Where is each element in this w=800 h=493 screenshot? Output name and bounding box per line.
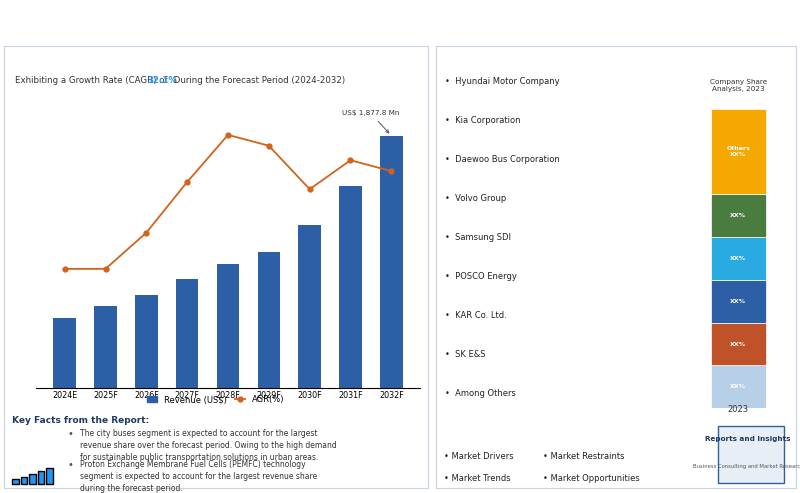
Text: Company Share
Analysis, 2023: Company Share Analysis, 2023 xyxy=(710,79,767,92)
Text: •  Samsung SDI: • Samsung SDI xyxy=(445,233,511,242)
Text: • Market Opportunities: • Market Opportunities xyxy=(543,474,640,483)
Text: Key Facts from the Report:: Key Facts from the Report: xyxy=(13,416,150,425)
Text: XX%: XX% xyxy=(730,342,746,347)
FancyBboxPatch shape xyxy=(30,474,36,484)
Text: • Market Restraints: • Market Restraints xyxy=(543,452,625,460)
Text: MARKET REVENUE FORECAST & GROWTH RATE 2024-2032: MARKET REVENUE FORECAST & GROWTH RATE 20… xyxy=(57,53,375,63)
Bar xyxy=(135,295,158,388)
Text: Reports and Insights: Reports and Insights xyxy=(706,436,790,442)
Text: •  Kia Corporation: • Kia Corporation xyxy=(445,116,521,125)
Bar xyxy=(710,323,766,365)
Text: During the Forecast Period (2024-2032): During the Forecast Period (2024-2032) xyxy=(170,76,345,85)
FancyBboxPatch shape xyxy=(13,480,19,484)
Text: XX%: XX% xyxy=(730,213,746,218)
Bar xyxy=(339,186,362,388)
Text: SOUTH KOREA HYDROGEN BUSES MARKET ANALYSIS: SOUTH KOREA HYDROGEN BUSES MARKET ANALYS… xyxy=(10,13,483,29)
Legend: Revenue (US$), AGR(%): Revenue (US$), AGR(%) xyxy=(144,392,288,408)
Bar xyxy=(94,307,117,388)
Bar xyxy=(710,280,766,323)
Bar xyxy=(710,365,766,408)
Bar xyxy=(380,136,402,388)
Text: •  Among Others: • Among Others xyxy=(445,388,516,398)
Text: •  SK E&S: • SK E&S xyxy=(445,350,486,359)
Text: Exhibiting a Growth Rate (CAGR) of: Exhibiting a Growth Rate (CAGR) of xyxy=(14,76,170,85)
Bar xyxy=(710,237,766,280)
Text: XX%: XX% xyxy=(730,299,746,304)
Text: Others
XX%: Others XX% xyxy=(726,146,750,157)
Text: US$ 1,877.8 Mn: US$ 1,877.8 Mn xyxy=(342,110,400,133)
Text: •  KAR Co. Ltd.: • KAR Co. Ltd. xyxy=(445,311,507,320)
FancyBboxPatch shape xyxy=(38,471,44,484)
Text: •  Hyundai Motor Company: • Hyundai Motor Company xyxy=(445,77,560,86)
Text: • Market Trends: • Market Trends xyxy=(444,474,510,483)
Bar xyxy=(710,194,766,237)
Text: •  Volvo Group: • Volvo Group xyxy=(445,194,506,203)
Text: XX%: XX% xyxy=(730,385,746,389)
Bar xyxy=(258,252,280,388)
Text: XX%: XX% xyxy=(730,256,746,261)
Text: • Market Drivers: • Market Drivers xyxy=(444,452,514,460)
FancyBboxPatch shape xyxy=(46,468,53,484)
Text: •  POSCO Energy: • POSCO Energy xyxy=(445,272,517,281)
Bar xyxy=(298,225,321,388)
Text: 32.1%: 32.1% xyxy=(147,76,177,85)
Text: •  Daewoo Bus Corporation: • Daewoo Bus Corporation xyxy=(445,155,560,164)
FancyBboxPatch shape xyxy=(718,426,785,483)
Bar xyxy=(176,280,198,388)
Bar xyxy=(710,109,766,194)
Bar xyxy=(217,264,239,388)
Text: Proton Exchange Membrane Fuel Cells (PEMFC) technology
segment is expected to ac: Proton Exchange Membrane Fuel Cells (PEM… xyxy=(80,460,318,493)
Text: KEY PLAYERS COVERED: KEY PLAYERS COVERED xyxy=(552,53,680,63)
Bar xyxy=(54,318,76,388)
FancyBboxPatch shape xyxy=(21,477,27,484)
Text: Business Consulting and Market Research: Business Consulting and Market Research xyxy=(693,464,800,469)
Text: •: • xyxy=(67,460,74,470)
Text: 2023: 2023 xyxy=(728,405,749,414)
Text: The city buses segment is expected to account for the largest
revenue share over: The city buses segment is expected to ac… xyxy=(80,429,337,462)
Text: •: • xyxy=(67,429,74,439)
Text: MARKET DYNAMICS COVERED: MARKET DYNAMICS COVERED xyxy=(535,426,697,436)
